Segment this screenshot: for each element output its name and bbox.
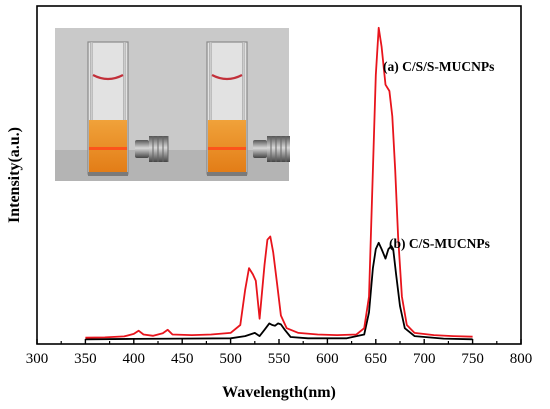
x-tick-label: 400 (123, 351, 146, 367)
y-axis-title: Intensity(a.u.) (6, 127, 23, 223)
series-label-b: (b) C/S-MUCNPs (389, 236, 490, 251)
series-line-b (85, 241, 473, 341)
x-tick-label: 450 (171, 351, 194, 367)
x-axis-ticks: 300 350 400 450 500 550 600 650 700 750 800 (26, 339, 533, 367)
x-tick-label: 800 (510, 351, 533, 367)
series-label-a: (a) C/S/S-MUCNPs (383, 59, 494, 74)
laser-probe (135, 136, 169, 162)
series-layer (85, 26, 473, 341)
x-tick-label: 350 (74, 351, 97, 367)
x-axis-title: Wavelength(nm) (222, 384, 336, 401)
x-tick-label: 650 (365, 351, 388, 367)
x-tick-label: 600 (316, 351, 339, 367)
x-tick-label: 500 (219, 351, 242, 367)
series-line-a (85, 26, 473, 339)
inset-photo (53, 26, 291, 183)
x-tick-label: 700 (413, 351, 436, 367)
x-tick-label: 750 (461, 351, 484, 367)
cuvette (87, 41, 129, 176)
laser-probe (253, 136, 290, 162)
x-tick-label: 550 (268, 351, 291, 367)
cuvette (206, 41, 248, 176)
x-tick-label: 300 (26, 351, 49, 367)
